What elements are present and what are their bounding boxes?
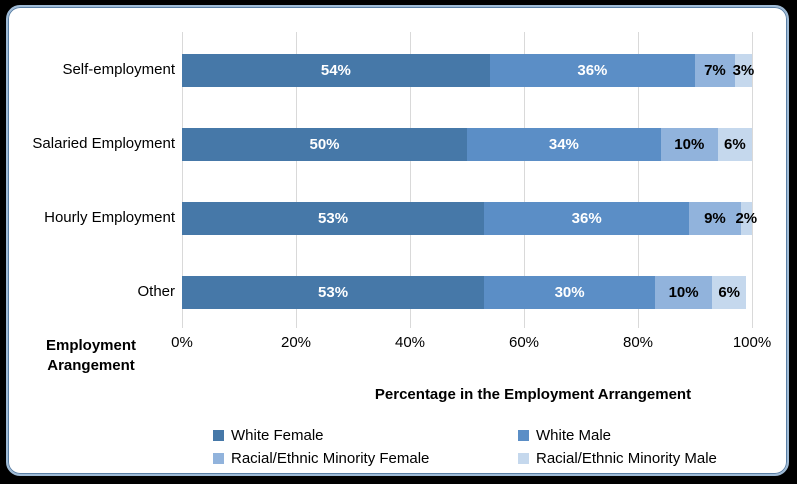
bar-value-label: 10% [674, 135, 705, 153]
bar-segment: 7% [694, 53, 735, 87]
bar-row: 54% 36% 7% 3% [182, 53, 755, 87]
legend-item: Racial/Ethnic Minority Female [213, 447, 429, 470]
y-axis-title: Employment Arangement [30, 336, 152, 376]
bar-value-label: 36% [571, 209, 602, 227]
bar-value-label: 53% [318, 209, 349, 227]
bar-row: 53% 30% 10% 6% [182, 275, 752, 309]
gridline [410, 32, 411, 328]
gridline [296, 32, 297, 328]
bar-segment: 2% [735, 201, 757, 235]
bar-segment: 54% [182, 53, 490, 87]
bar-value-label: 2% [735, 209, 758, 227]
category-label: Self-employment [62, 60, 175, 78]
y-axis-title-line2: Arangement [47, 357, 135, 374]
legend-column: White Female Racial/Ethnic Minority Femal… [213, 424, 429, 470]
bar-value-label: 50% [309, 135, 340, 153]
legend-column: White Male Racial/Ethnic Minority Male [518, 424, 717, 470]
y-axis-title-line1: Employment [45, 337, 136, 354]
bar-segment: 10% [655, 275, 713, 309]
bar-value-label: 30% [554, 283, 585, 301]
gridline [638, 32, 639, 328]
chart-panel: Self-employment Salaried Employment Hourly… [6, 5, 789, 476]
bar-segment: 3% [732, 53, 755, 87]
bar-value-label: 7% [704, 61, 726, 79]
gridline [524, 32, 525, 328]
bar-segment: 36% [489, 53, 695, 87]
bar-segment: 6% [712, 275, 747, 309]
bar-segment: 36% [484, 201, 690, 235]
bar-value-label: 34% [548, 135, 579, 153]
bar-segment: 53% [182, 201, 485, 235]
bar-value-label: 36% [577, 61, 608, 79]
legend-item: White Female [213, 424, 429, 447]
bar-segment: 9% [689, 201, 741, 235]
bar-value-label: 6% [724, 135, 746, 153]
x-tick-label: 20% [280, 334, 312, 351]
legend-swatch [518, 453, 529, 464]
bar-value-label: 54% [320, 61, 351, 79]
bar-segment: 34% [467, 127, 661, 161]
bar-segment: 50% [182, 127, 467, 161]
legend-label: Racial/Ethnic Minority Male [536, 450, 717, 467]
bar-segment: 6% [717, 127, 752, 161]
category-label: Salaried Employment [32, 134, 175, 152]
legend-item: Racial/Ethnic Minority Male [518, 447, 717, 470]
category-label: Other [137, 282, 175, 300]
x-tick-label: 0% [171, 334, 193, 351]
bar-value-label: 53% [318, 283, 349, 301]
plot-area: 54% 36% 7% 3% 50% 34% 10% 6% 53% 36% 9% 2% 53% 30% 10%… [182, 32, 757, 328]
legend-label: Racial/Ethnic Minority Female [231, 450, 430, 467]
bar-value-label: 10% [668, 283, 699, 301]
bar-value-label: 9% [704, 209, 726, 227]
bar-row: 50% 34% 10% 6% [182, 127, 752, 161]
x-axis-title: Percentage in the Employment Arrangement [374, 386, 692, 403]
bar-value-label: 6% [718, 283, 741, 301]
x-tick-label: 100% [732, 334, 772, 351]
legend-swatch [518, 430, 529, 441]
legend-swatch [213, 453, 224, 464]
bar-segment: 10% [660, 127, 718, 161]
category-label: Hourly Employment [44, 208, 175, 226]
gridline [752, 32, 753, 328]
legend-swatch [213, 430, 224, 441]
bar-segment: 30% [484, 275, 656, 309]
legend-item: White Male [518, 424, 717, 447]
legend-label: White Male [536, 427, 612, 444]
x-tick-label: 80% [622, 334, 654, 351]
bar-row: 53% 36% 9% 2% [182, 201, 757, 235]
gridline [182, 32, 183, 328]
x-tick-label: 60% [508, 334, 540, 351]
bar-segment: 53% [182, 275, 485, 309]
legend-label: White Female [231, 427, 324, 444]
bar-value-label: 3% [732, 61, 755, 79]
x-tick-label: 40% [394, 334, 426, 351]
